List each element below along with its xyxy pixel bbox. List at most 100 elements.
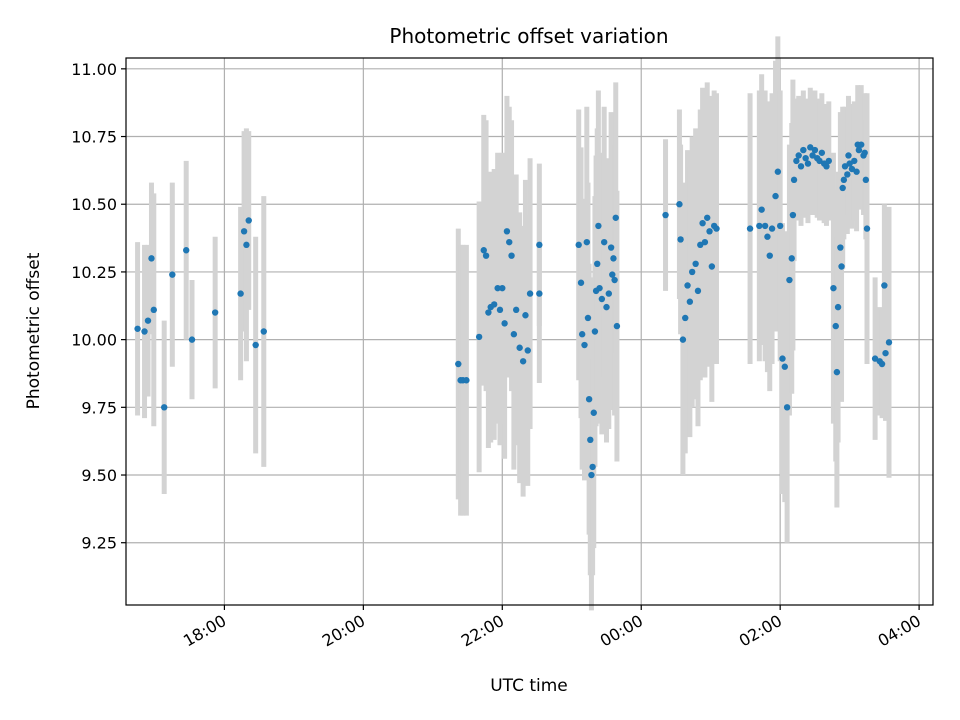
data-point — [613, 322, 621, 330]
data-points — [134, 141, 893, 479]
data-point — [594, 260, 601, 268]
data-point — [600, 238, 608, 246]
data-point — [807, 144, 814, 151]
data-point — [838, 263, 845, 270]
data-point — [853, 168, 860, 175]
data-point — [797, 163, 805, 170]
data-point — [764, 233, 771, 240]
data-point — [501, 320, 508, 327]
data-point — [150, 306, 157, 314]
data-point — [485, 309, 492, 316]
data-point — [240, 228, 248, 235]
data-point — [590, 409, 597, 416]
data-point — [746, 225, 754, 232]
data-point — [697, 241, 704, 249]
data-point — [837, 244, 844, 251]
data-point — [788, 255, 795, 262]
data-point — [708, 263, 716, 270]
data-point — [607, 244, 615, 251]
data-point — [793, 157, 800, 165]
data-point — [536, 290, 543, 297]
data-point — [252, 341, 259, 349]
y-tick-label: 9.50 — [81, 466, 117, 485]
data-point — [455, 360, 462, 368]
data-point — [841, 163, 849, 170]
data-point — [834, 303, 842, 311]
data-point — [161, 404, 168, 411]
plot-frame — [125, 57, 934, 606]
data-point — [237, 290, 244, 297]
data-point — [243, 241, 250, 249]
data-point — [605, 290, 613, 297]
y-tick-label: 9.75 — [81, 398, 117, 417]
data-point — [858, 141, 865, 148]
data-point — [581, 341, 588, 349]
data-point — [779, 355, 786, 362]
data-point — [503, 228, 511, 235]
data-point — [510, 331, 518, 338]
data-point — [490, 301, 498, 308]
data-point — [818, 149, 826, 156]
data-point — [148, 255, 155, 262]
data-point — [786, 276, 793, 284]
data-point — [825, 157, 832, 165]
data-point — [761, 222, 769, 230]
data-point — [522, 312, 529, 319]
data-point — [776, 222, 784, 230]
data-point — [141, 328, 148, 335]
data-point — [758, 206, 765, 213]
data-point — [516, 344, 523, 351]
data-point — [802, 154, 809, 162]
data-point — [790, 176, 798, 184]
data-point — [591, 328, 599, 335]
data-point — [684, 282, 691, 289]
data-point — [475, 333, 483, 341]
data-point — [845, 152, 852, 159]
data-point — [496, 306, 504, 314]
data-point — [882, 349, 889, 357]
data-point — [588, 471, 595, 479]
data-point — [463, 377, 470, 384]
data-point — [768, 225, 776, 232]
y-tick-label: 10.50 — [71, 195, 117, 214]
data-point — [169, 271, 176, 278]
data-point — [699, 219, 706, 227]
data-point — [839, 184, 846, 192]
data-point — [676, 201, 683, 208]
data-point — [519, 358, 527, 365]
y-tick-label: 10.75 — [71, 128, 117, 147]
data-point — [598, 295, 606, 303]
y-axis-label: Photometric offset — [24, 252, 44, 409]
data-point — [609, 271, 616, 278]
data-point — [211, 309, 219, 316]
data-point — [611, 276, 618, 284]
data-point — [499, 284, 506, 292]
data-point — [701, 238, 709, 246]
data-point — [677, 236, 684, 243]
data-point — [589, 463, 596, 471]
data-point — [686, 298, 694, 305]
data-point — [577, 279, 585, 286]
data-point — [863, 225, 871, 232]
data-point — [524, 347, 531, 354]
data-point — [583, 238, 591, 246]
data-point — [245, 217, 252, 224]
data-point — [692, 260, 699, 268]
data-point — [862, 176, 870, 184]
y-tick-label: 10.25 — [71, 263, 117, 282]
data-point — [774, 168, 782, 175]
data-point — [766, 252, 773, 259]
data-point — [183, 247, 190, 254]
data-point — [603, 303, 610, 311]
data-point — [494, 284, 501, 292]
data-point — [144, 317, 152, 324]
data-point — [783, 404, 791, 411]
data-point — [878, 360, 886, 368]
data-point — [833, 368, 841, 376]
data-point — [800, 146, 807, 154]
data-point — [816, 157, 823, 165]
data-point — [587, 436, 594, 444]
data-point — [526, 290, 534, 297]
data-point — [781, 363, 788, 370]
